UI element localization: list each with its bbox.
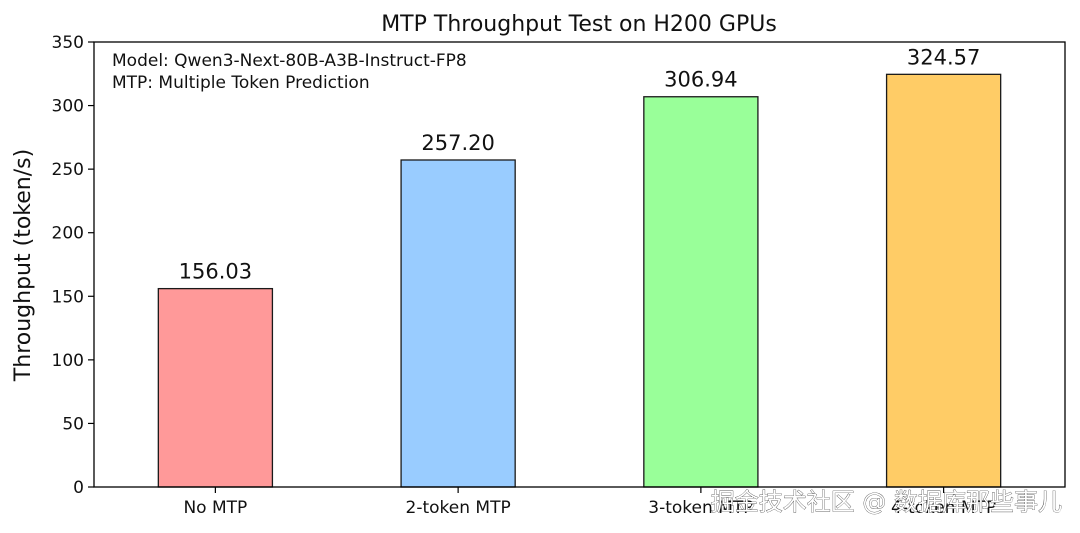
y-tick-label: 50 <box>62 414 84 434</box>
x-tick-label: 4-token MTP <box>891 498 996 518</box>
watermark: 掘金技术社区 @ 数据库那些事儿 <box>711 488 1062 516</box>
y-axis-label: Throughput (token/s) <box>11 149 36 382</box>
y-tick-label: 350 <box>52 33 84 53</box>
y-tick-label: 200 <box>52 224 84 244</box>
y-tick-label: 150 <box>52 287 84 307</box>
y-tick-label: 100 <box>52 351 84 371</box>
bar-3-token-mtp <box>643 96 759 488</box>
bar-value-label: 324.57 <box>907 45 980 69</box>
y-tick-label: 0 <box>73 478 84 498</box>
x-tick-label: 3-token MTP <box>648 498 753 518</box>
bar-no-mtp <box>157 287 274 488</box>
bar-2-token-mtp <box>400 159 516 488</box>
x-tick-label: No MTP <box>183 498 247 518</box>
mtp-annotation: MTP: Multiple Token Prediction <box>112 73 370 93</box>
model-annotation: Model: Qwen3-Next-80B-A3B-Instruct-FP8 <box>112 51 467 71</box>
y-tick-label: 300 <box>52 97 84 117</box>
plot-frame <box>93 41 1066 488</box>
bar-value-label: 156.03 <box>179 260 252 284</box>
y-tick-label: 250 <box>52 160 84 180</box>
bar-value-label: 306.94 <box>664 68 737 92</box>
x-tick-label: 2-token MTP <box>406 498 511 518</box>
chart-title: MTP Throughput Test on H200 GPUs <box>381 12 777 37</box>
bar-4-token-mtp <box>885 73 1002 488</box>
bar-value-label: 257.20 <box>421 131 494 155</box>
